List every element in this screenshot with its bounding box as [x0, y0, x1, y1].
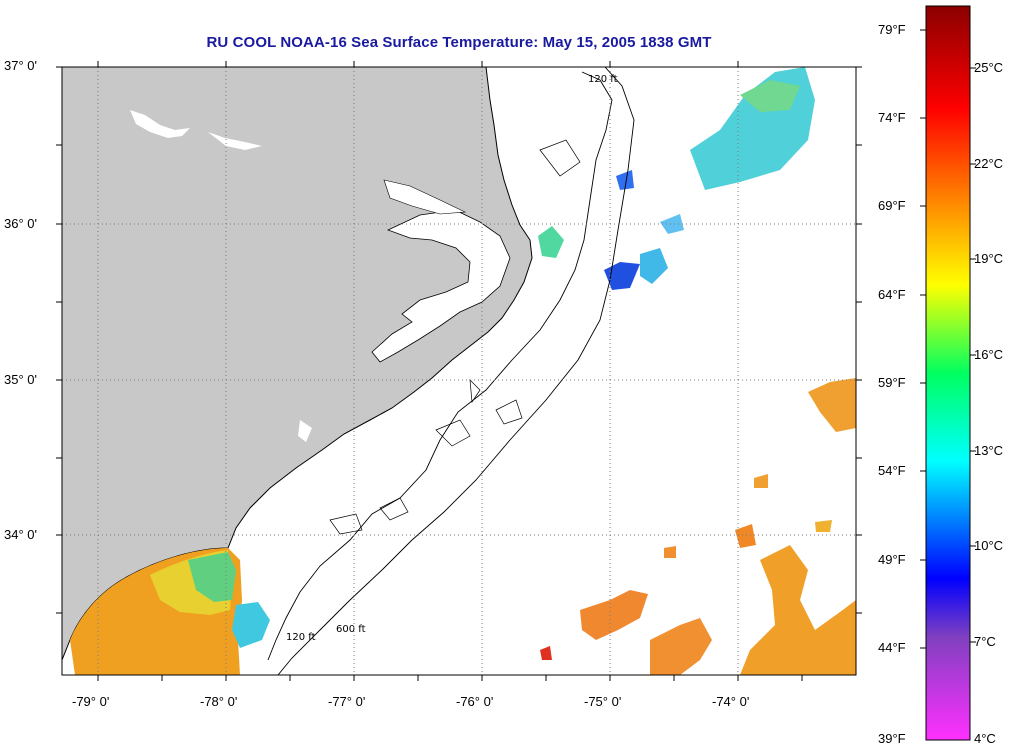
lon-label-78: -78° 0' [200, 694, 238, 709]
sst-patch-cyan-east [640, 248, 668, 284]
contour-label-120-south: 120 ft [286, 632, 316, 643]
colorbar-c-label-4: 4°C [974, 731, 996, 746]
contour-shoals [329, 139, 581, 535]
colorbar-f-label-54: 54°F [878, 463, 906, 478]
sst-patch-east [808, 378, 856, 432]
sst-patch-blue-1 [604, 262, 640, 290]
colorbar-c-label-22: 22°C [974, 156, 1004, 171]
sst-patch-capehatteras [538, 226, 564, 258]
colorbar-f-label-59: 59°F [878, 375, 906, 390]
lat-label-36: 36° 0' [4, 216, 37, 231]
lon-label-77: -77° 0' [328, 694, 366, 709]
colorbar-f-label-69: 69°F [878, 198, 906, 213]
river-south [298, 420, 312, 442]
colorbar-f-label-49: 49°F [878, 552, 906, 567]
river-upper [130, 110, 190, 138]
sst-patch-small-2 [815, 520, 832, 532]
sst-patch-southwest-green [188, 552, 236, 602]
sst-patch-southeast-1 [580, 590, 648, 640]
sst-patch-southeast-2 [650, 618, 712, 675]
colorbar [925, 5, 971, 741]
lon-label-75: -75° 0' [584, 694, 622, 709]
lat-label-37: 37° 0' [4, 58, 37, 73]
colorbar-c-label-13: 13°C [974, 443, 1004, 458]
contour-120ft [267, 71, 613, 661]
sst-patch-cyan-small [660, 214, 684, 234]
colorbar-c-label-19: 19°C [974, 251, 1004, 266]
colorbar-f-label-39: 39°F [878, 731, 906, 746]
land-mass [62, 67, 533, 661]
sst-patch-small-4 [754, 474, 768, 488]
frame-ticks [56, 61, 862, 681]
sst-patch-small-1 [735, 524, 756, 548]
sst-patch-southeast-3 [740, 545, 856, 675]
lon-label-76: -76° 0' [456, 694, 494, 709]
sst-patch-small-3 [540, 646, 552, 660]
contour-label-120: 120 ft [588, 74, 618, 85]
colorbar-c-label-16: 16°C [974, 347, 1004, 362]
sst-patch-blue-2 [616, 170, 634, 190]
colorbar-c-label-25: 25°C [974, 60, 1004, 75]
colorbar-c-label-7: 7°C [974, 634, 996, 649]
sst-patch-southwest-cyan [232, 602, 270, 648]
sst-patch-small-5 [664, 546, 676, 558]
map-title: RU COOL NOAA-16 Sea Surface Temperature:… [206, 34, 712, 51]
albemarle-inlet [383, 179, 467, 215]
lat-label-34: 34° 0' [4, 527, 37, 542]
colorbar-ticks [920, 29, 976, 649]
colorbar-f-label-74: 74°F [878, 110, 906, 125]
gridlines [62, 67, 856, 675]
contour-label-600: 600 ft [336, 624, 366, 635]
lon-label-74: -74° 0' [712, 694, 750, 709]
river-mid [208, 132, 262, 150]
pamlico-sound [371, 209, 511, 363]
colorbar-f-label-79: 79°F [878, 22, 906, 37]
lon-label-79: -79° 0' [72, 694, 110, 709]
colorbar-f-label-44: 44°F [878, 640, 906, 655]
colorbar-c-label-10: 10°C [974, 538, 1004, 553]
lat-label-35: 35° 0' [4, 372, 37, 387]
map-frame [61, 66, 857, 676]
colorbar-f-label-64: 64°F [878, 287, 906, 302]
sst-patch-northeast-green [740, 80, 800, 112]
contour-600ft [277, 67, 635, 675]
